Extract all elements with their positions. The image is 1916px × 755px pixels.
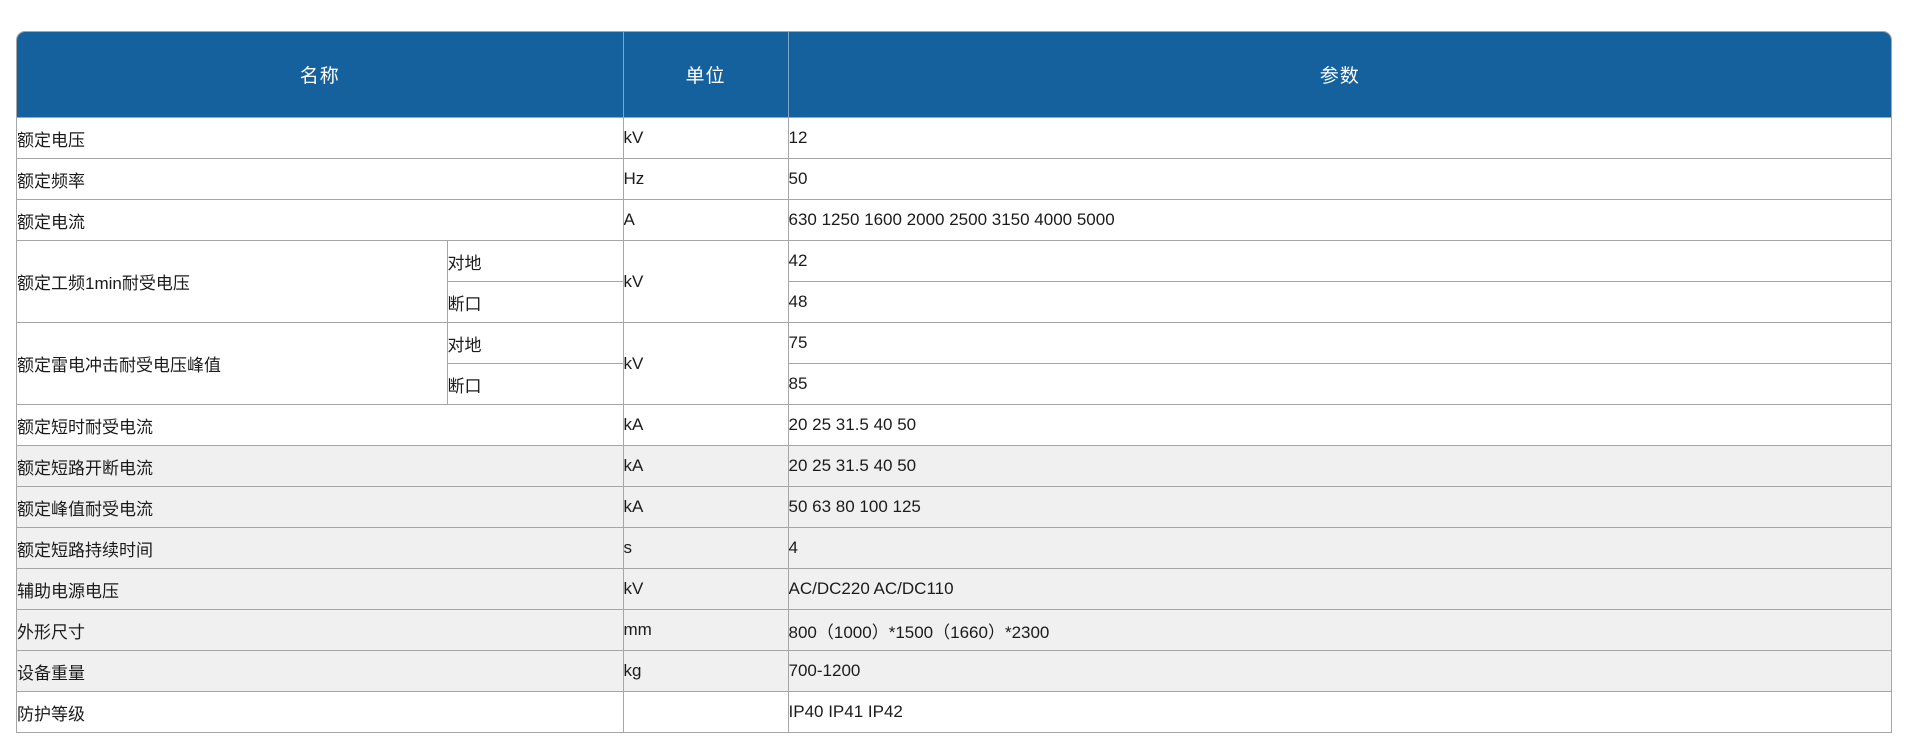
row-param-cell: 50 <box>787 158 1891 200</box>
row-name-cell: 额定峰值耐受电流 <box>17 486 624 528</box>
row-name-cell: 额定电流 <box>17 199 624 241</box>
subrow-label-cell: 断口 <box>446 281 624 323</box>
row-param-cell: 20 25 31.5 40 50 <box>787 404 1891 446</box>
table-row: 额定工频1min耐受电压 对地 kV 42 <box>17 240 1891 323</box>
row-name-cell: 额定电压 <box>17 117 624 159</box>
table-row: 额定短路持续时间 s 4 <box>17 527 1891 569</box>
row-param-cell: 630 1250 1600 2000 2500 3150 4000 5000 <box>787 199 1891 241</box>
row-param-cell: 75 <box>787 322 1891 364</box>
header-unit: 单位 <box>622 32 789 118</box>
table-row: 辅助电源电压 kV AC/DC220 AC/DC110 <box>17 568 1891 610</box>
row-name-cell: 额定短时耐受电流 <box>17 404 624 446</box>
table-row: 断口 85 <box>17 363 1891 405</box>
subrow-label-cell: 对地 <box>446 322 624 364</box>
table-row: 断口 48 <box>17 281 1891 323</box>
row-name-cell: 额定短路开断电流 <box>17 445 624 487</box>
row-unit-cell: kA <box>622 486 789 528</box>
row-unit-cell: kg <box>622 650 789 692</box>
row-unit-cell: mm <box>622 609 789 651</box>
table-row: 额定电流 A 630 1250 1600 2000 2500 3150 4000 5… <box>17 199 1891 241</box>
row-param-cell: 12 <box>787 117 1891 159</box>
row-unit-cell <box>622 691 789 732</box>
spec-table-body: 额定电压 kV 12 额定频率 Hz 50 额定电流 A 630 1250 1600 2000 … <box>17 117 1891 732</box>
row-unit-cell: kA <box>622 445 789 487</box>
header-name: 名称 <box>17 32 624 118</box>
spec-table: 名称 单位 参数 额定电压 kV 12 额定频率 Hz 50 额定电流 A 630 1250 1… <box>17 32 1891 732</box>
row-param-cell: 20 25 31.5 40 50 <box>787 445 1891 487</box>
table-row: 设备重量 kg 700-1200 <box>17 650 1891 692</box>
row-param-cell: 48 <box>787 281 1891 323</box>
spec-table-container: 名称 单位 参数 额定电压 kV 12 额定频率 Hz 50 额定电流 A 630 1250 1… <box>16 31 1892 733</box>
row-unit-cell: A <box>622 199 789 241</box>
table-row: 额定频率 Hz 50 <box>17 158 1891 200</box>
row-unit-cell: s <box>622 527 789 569</box>
subrow-label-cell: 断口 <box>446 363 624 405</box>
row-param-cell: AC/DC220 AC/DC110 <box>787 568 1891 610</box>
row-param-cell: 85 <box>787 363 1891 405</box>
table-row: 外形尺寸 mm 800（1000）*1500（1660）*2300 <box>17 609 1891 651</box>
row-unit-cell: Hz <box>622 158 789 200</box>
table-row: 额定峰值耐受电流 kA 50 63 80 100 125 <box>17 486 1891 528</box>
row-param-cell: 42 <box>787 240 1891 282</box>
row-name-cell: 防护等级 <box>17 691 624 732</box>
header-row: 名称 单位 参数 <box>17 32 1891 118</box>
spec-table-header: 名称 单位 参数 <box>17 32 1891 118</box>
row-name-cell: 额定工频1min耐受电压 <box>17 240 447 323</box>
table-row: 额定电压 kV 12 <box>17 117 1891 159</box>
row-unit-cell: kA <box>622 404 789 446</box>
row-name-cell: 辅助电源电压 <box>17 568 624 610</box>
table-row: 额定短路开断电流 kA 20 25 31.5 40 50 <box>17 445 1891 487</box>
row-param-cell: 4 <box>787 527 1891 569</box>
table-row: 额定短时耐受电流 kA 20 25 31.5 40 50 <box>17 404 1891 446</box>
subrow-label-cell: 对地 <box>446 240 624 282</box>
row-name-cell: 额定频率 <box>17 158 624 200</box>
row-unit-cell: kV <box>622 568 789 610</box>
table-row: 防护等级 IP40 IP41 IP42 <box>17 691 1891 732</box>
row-unit-cell: kV <box>622 322 789 405</box>
row-name-cell: 外形尺寸 <box>17 609 624 651</box>
row-param-cell: IP40 IP41 IP42 <box>787 691 1891 732</box>
row-param-cell: 50 63 80 100 125 <box>787 486 1891 528</box>
row-unit-cell: kV <box>622 240 789 323</box>
row-param-cell: 800（1000）*1500（1660）*2300 <box>787 609 1891 651</box>
row-param-cell: 700-1200 <box>787 650 1891 692</box>
row-name-cell: 设备重量 <box>17 650 624 692</box>
header-param: 参数 <box>787 32 1891 118</box>
row-unit-cell: kV <box>622 117 789 159</box>
table-row: 额定雷电冲击耐受电压峰值 对地 kV 75 <box>17 322 1891 405</box>
row-name-cell: 额定雷电冲击耐受电压峰值 <box>17 322 447 405</box>
row-name-cell: 额定短路持续时间 <box>17 527 624 569</box>
